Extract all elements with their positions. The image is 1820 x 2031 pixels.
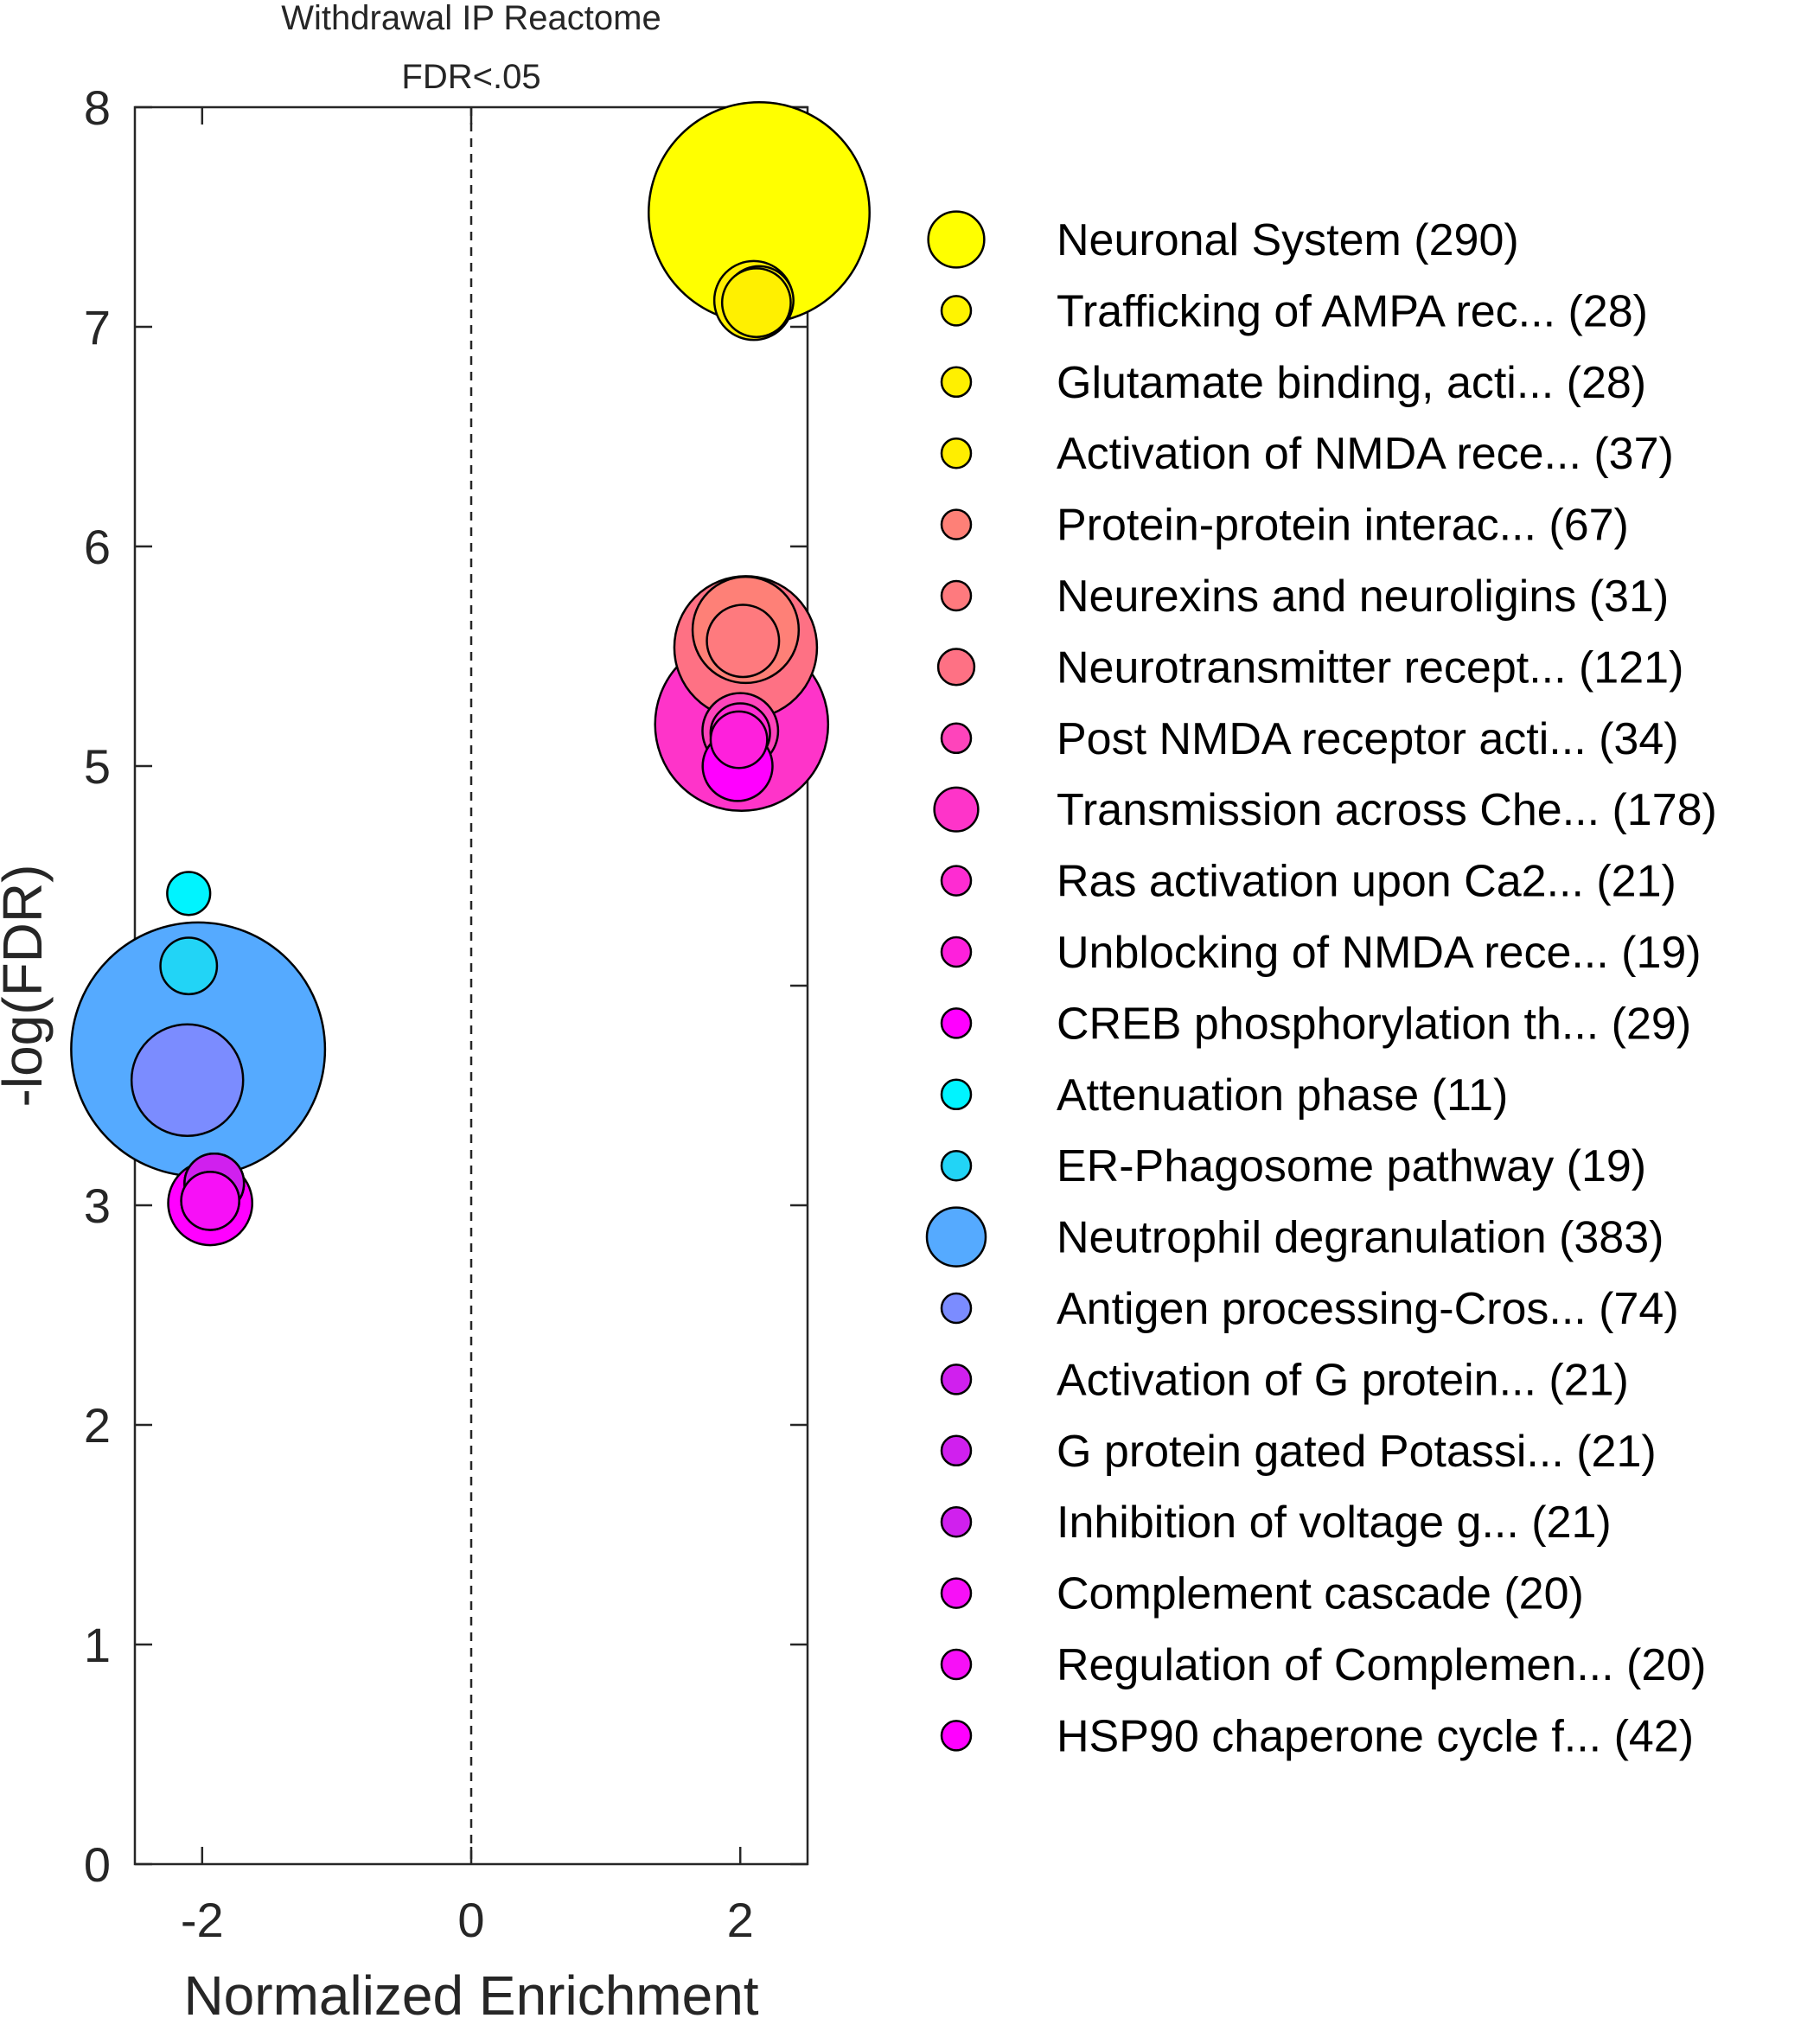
legend-item: Attenuation phase (11) <box>940 1070 1508 1121</box>
legend-marker <box>940 1007 973 1039</box>
legend-item: Unblocking of NMDA rece... (19) <box>940 928 1702 978</box>
y-tick-label: 3 <box>84 1178 111 1233</box>
y-tick-label: 1 <box>84 1618 111 1672</box>
bubble-point <box>130 1023 245 1137</box>
legend-label: HSP90 chaperone cycle f... (42) <box>1057 1711 1694 1761</box>
legend: Neuronal System (290) Trafficking of AMPA… <box>925 210 1717 1761</box>
legend-label: Inhibition of voltage g... (21) <box>1057 1498 1612 1548</box>
y-tick-label: 6 <box>84 520 111 574</box>
legend-label: Neurexins and neuroligins (31) <box>1057 572 1669 622</box>
y-tick-label: 8 <box>84 80 111 135</box>
legend-marker <box>940 1577 973 1609</box>
legend-label: Antigen processing-Cros... (74) <box>1057 1284 1679 1334</box>
legend-label: Ras activation upon Ca2... (21) <box>1057 857 1676 907</box>
legend-label: Complement cascade (20) <box>1057 1569 1584 1619</box>
legend-label: G protein gated Potassi... (21) <box>1057 1427 1657 1477</box>
legend-marker <box>940 865 973 897</box>
legend-marker <box>927 210 986 269</box>
legend-label: Neuronal System (290) <box>1057 215 1519 265</box>
legend-label: Neutrophil degranulation (383) <box>1057 1213 1664 1263</box>
y-tick-label: 5 <box>84 739 111 794</box>
legend-item: Complement cascade (20) <box>940 1569 1584 1619</box>
legend-marker <box>940 1434 973 1467</box>
x-axis-label: Normalized Enrichment <box>183 1964 758 2027</box>
legend-marker <box>940 1505 973 1538</box>
legend-label: Glutamate binding, acti... (28) <box>1057 358 1646 408</box>
legend-item: CREB phosphorylation th... (29) <box>940 999 1691 1049</box>
legend-marker <box>940 579 973 612</box>
legend-marker <box>940 1149 973 1182</box>
legend-item: HSP90 chaperone cycle f... (42) <box>940 1711 1694 1761</box>
legend-item: Ras activation upon Ca2... (21) <box>940 857 1676 907</box>
legend-label: Activation of G protein... (21) <box>1057 1355 1629 1405</box>
legend-marker <box>936 648 976 687</box>
bubble-point <box>706 604 781 679</box>
legend-marker <box>940 295 973 327</box>
legend-item: Protein-protein interac... (67) <box>940 501 1629 551</box>
legend-label: Trafficking of AMPA rec... (28) <box>1057 286 1648 336</box>
legend-label: Protein-protein interac... (67) <box>1057 501 1629 551</box>
legend-label: Attenuation phase (11) <box>1057 1070 1508 1121</box>
chart-title-line-1: Withdrawal IP Reactome <box>281 0 661 37</box>
legend-item: Post NMDA receptor acti... (34) <box>940 714 1679 764</box>
axis-tick-labels: 012345678-202 <box>84 80 754 1947</box>
legend-marker <box>940 437 973 469</box>
legend-label: CREB phosphorylation th... (29) <box>1057 999 1691 1049</box>
legend-marker <box>940 1078 973 1111</box>
legend-marker <box>940 508 973 540</box>
bubble-point <box>166 871 212 917</box>
legend-item: ER-Phagosome pathway (19) <box>940 1141 1646 1191</box>
legend-item: Transmission across Che... (178) <box>933 785 1717 835</box>
legend-label: ER-Phagosome pathway (19) <box>1057 1141 1646 1191</box>
legend-label: Neurotransmitter recept... (121) <box>1057 642 1683 693</box>
legend-marker <box>940 1720 973 1752</box>
legend-label: Post NMDA receptor acti... (34) <box>1057 714 1679 764</box>
chart-title: Withdrawal IP Reactome FDR<.05 <box>281 0 661 96</box>
bubble-point <box>180 1171 240 1231</box>
legend-label: Unblocking of NMDA rece... (19) <box>1057 928 1702 978</box>
x-tick-label: 2 <box>727 1893 754 1947</box>
y-axis-label: -log(FDR) <box>0 865 54 1108</box>
bubble-point <box>709 710 769 770</box>
legend-marker <box>925 1206 987 1268</box>
legend-item: Antigen processing-Cros... (74) <box>940 1284 1679 1334</box>
x-tick-label: -2 <box>181 1893 224 1947</box>
legend-marker <box>940 1364 973 1396</box>
legend-item: G protein gated Potassi... (21) <box>940 1427 1657 1477</box>
legend-item: Neurexins and neuroligins (31) <box>940 572 1669 622</box>
legend-item: Activation of NMDA rece... (37) <box>940 429 1674 479</box>
legend-item: Glutamate binding, acti... (28) <box>940 358 1646 408</box>
chart-title-line-2: FDR<.05 <box>401 58 540 96</box>
legend-item: Neutrophil degranulation (383) <box>925 1206 1664 1268</box>
legend-label: Transmission across Che... (178) <box>1057 785 1717 835</box>
legend-marker <box>940 936 973 968</box>
legend-label: Regulation of Complemen... (20) <box>1057 1640 1707 1690</box>
legend-marker <box>933 786 980 833</box>
legend-item: Neuronal System (290) <box>927 210 1519 269</box>
legend-item: Activation of G protein... (21) <box>940 1355 1629 1405</box>
legend-label: Activation of NMDA rece... (37) <box>1057 429 1674 479</box>
legend-marker <box>940 1648 973 1681</box>
legend-marker <box>940 366 973 399</box>
bubble-point <box>720 267 792 338</box>
legend-item: Regulation of Complemen... (20) <box>940 1640 1707 1690</box>
y-tick-label: 7 <box>84 300 111 354</box>
y-tick-label: 0 <box>84 1837 111 1892</box>
legend-item: Trafficking of AMPA rec... (28) <box>940 286 1648 336</box>
bubble-point <box>159 936 219 996</box>
legend-marker <box>940 1292 973 1325</box>
legend-marker <box>940 722 973 755</box>
legend-item: Neurotransmitter recept... (121) <box>936 642 1683 693</box>
legend-item: Inhibition of voltage g... (21) <box>940 1498 1612 1548</box>
x-tick-label: 0 <box>457 1893 484 1947</box>
bubble-markers <box>70 100 871 1247</box>
y-tick-label: 2 <box>84 1398 111 1453</box>
